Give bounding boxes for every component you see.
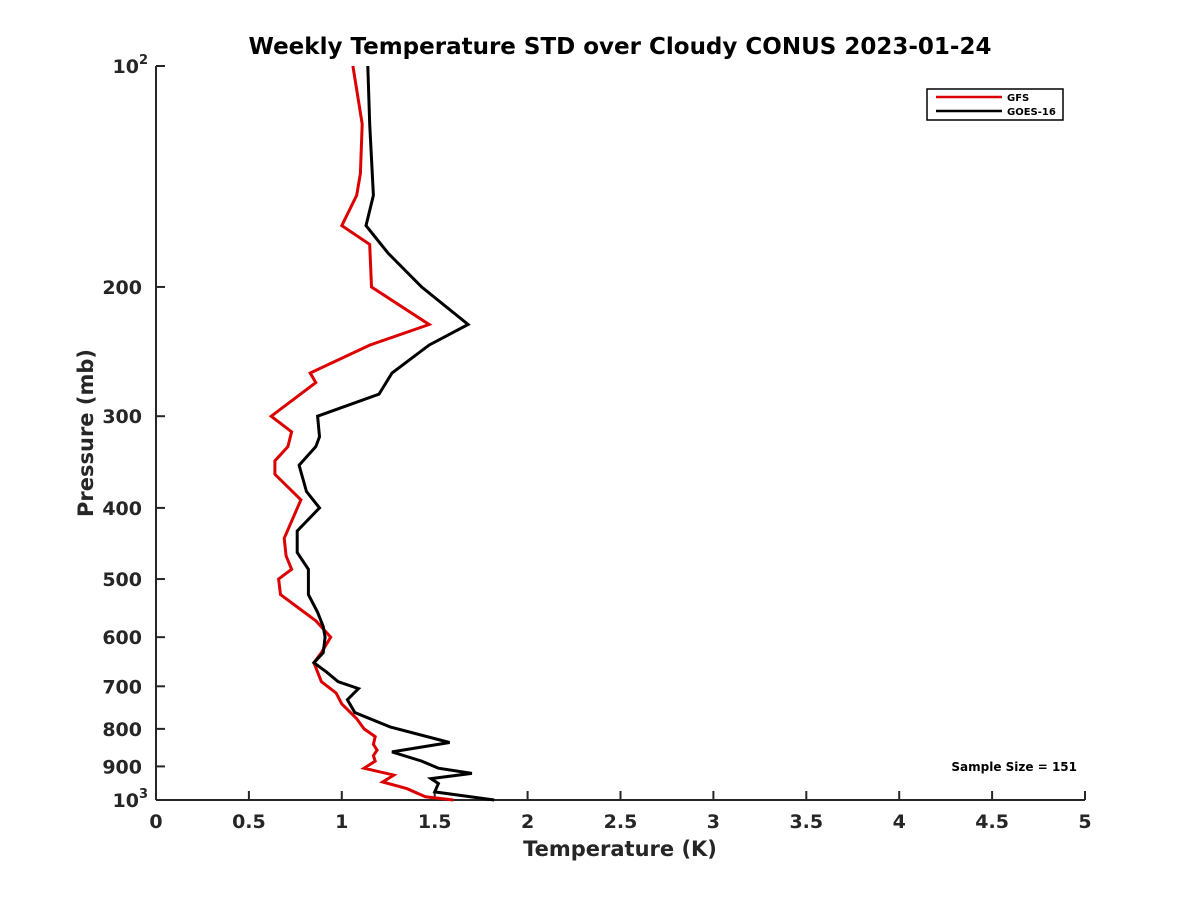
series-layer <box>268 65 495 802</box>
y-tick-label: 102 <box>113 53 149 78</box>
series-line-gfs <box>268 65 454 802</box>
chart-title: Weekly Temperature STD over Cloudy CONUS… <box>249 34 992 60</box>
legend-label-goes16: GOES-16 <box>1007 107 1056 118</box>
y-axis-ticks: 102 200 300 400 500 600 700 800 900 103 <box>102 53 165 812</box>
legend-label-gfs: GFS <box>1007 93 1029 104</box>
series-line-goes16 <box>295 65 495 802</box>
x-tick-label: 5 <box>1078 811 1091 833</box>
y-tick-label: 600 <box>102 627 142 649</box>
x-tick-label: 2.5 <box>604 811 638 833</box>
y-tick-label: 400 <box>102 498 142 520</box>
y-tick-label: 103 <box>113 787 149 812</box>
y-axis-label: Pressure (mb) <box>74 349 98 517</box>
x-tick-label: 1 <box>335 811 348 833</box>
x-tick-label: 1.5 <box>418 811 452 833</box>
y-tick-label: 500 <box>102 569 142 591</box>
x-tick-label: 4 <box>893 811 906 833</box>
legend-box <box>926 88 1064 121</box>
sample-size-annotation: Sample Size = 151 <box>951 760 1077 774</box>
x-axis-label: Temperature (K) <box>523 837 717 861</box>
y-tick-label: 300 <box>102 406 142 428</box>
y-tick-label: 200 <box>102 277 142 299</box>
x-tick-label: 2 <box>521 811 534 833</box>
x-tick-label: 4.5 <box>975 811 1009 833</box>
x-tick-label: 0 <box>149 811 162 833</box>
legend: GFS GOES-16 <box>926 88 1064 121</box>
x-tick-label: 3.5 <box>789 811 823 833</box>
y-tick-label: 700 <box>102 676 142 698</box>
x-axis-ticks: 0 0.5 1 1.5 2 2.5 3 3.5 4 4.5 5 <box>149 791 1092 833</box>
x-tick-label: 0.5 <box>232 811 266 833</box>
y-tick-label: 800 <box>102 719 142 741</box>
y-tick-label: 900 <box>102 756 142 778</box>
x-tick-label: 3 <box>707 811 720 833</box>
